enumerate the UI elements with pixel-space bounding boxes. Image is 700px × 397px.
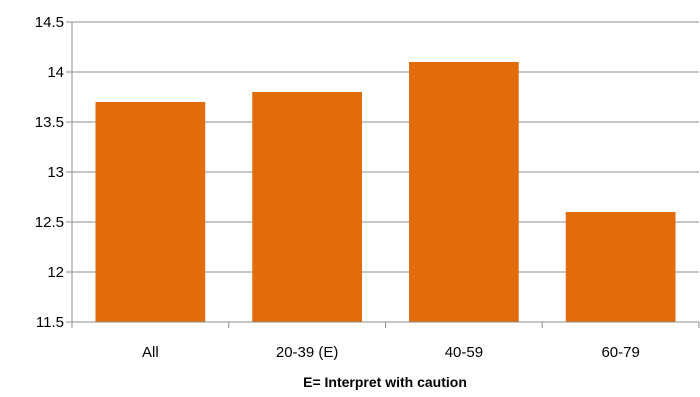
bar bbox=[95, 102, 206, 322]
x-tick-label: 60-79 bbox=[601, 344, 639, 361]
bar bbox=[565, 212, 676, 322]
x-tick-label: All bbox=[142, 344, 159, 361]
y-tick-label: 14 bbox=[47, 64, 64, 81]
y-tick-label: 13 bbox=[47, 164, 64, 181]
y-tick-label: 13.5 bbox=[35, 114, 64, 131]
bar bbox=[252, 92, 362, 322]
bars bbox=[95, 62, 676, 322]
y-tick-label: 14.5 bbox=[35, 14, 64, 31]
x-axis-label: E= Interpret with caution bbox=[303, 374, 467, 390]
axes bbox=[71, 22, 700, 328]
x-tick-labels: All 20-39 (E) 40-59 60-79 bbox=[142, 344, 640, 361]
x-tick-label: 40-59 bbox=[445, 344, 483, 361]
x-tick-label: 20-39 (E) bbox=[276, 344, 339, 361]
y-tick-label: 12.5 bbox=[35, 214, 64, 231]
bar bbox=[409, 62, 519, 322]
y-tick-label: 12 bbox=[47, 264, 64, 281]
y-tick-label: 11.5 bbox=[36, 314, 64, 331]
y-tick-labels: 11.5 12 12.5 13 13.5 14 14.5 bbox=[35, 14, 64, 331]
